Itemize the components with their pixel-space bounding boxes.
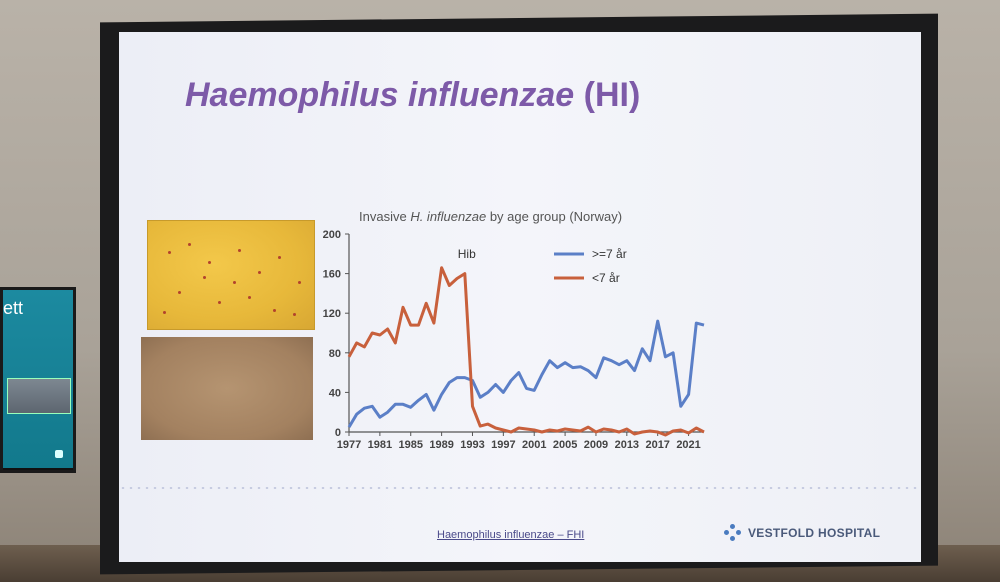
bacteria-speck (273, 309, 276, 312)
y-tick-label: 40 (329, 387, 341, 399)
bacteria-speck (298, 281, 301, 284)
legend-label-1: <7 år (592, 271, 620, 285)
bacteria-speck (188, 243, 191, 246)
y-tick-label: 80 (329, 348, 341, 360)
bacteria-speck (163, 311, 166, 314)
x-tick-label: 1981 (368, 439, 392, 451)
y-tick-label: 160 (323, 269, 341, 281)
chart-title-suffix: by age group (Norway) (486, 209, 623, 224)
brand-block: VESTFOLD HOSPITAL (724, 524, 880, 542)
x-tick-label: 2017 (645, 439, 669, 451)
bacteria-speck (208, 261, 211, 264)
series-line-0 (347, 319, 705, 428)
presentation-slide: Haemophilus influenzae (HI) Invasive H. … (119, 32, 921, 562)
chart-title-italic: H. influenzae (410, 209, 487, 224)
line-chart: 0 40 80 120 160 200 1977 1981 1985 1989 1993 1997 20… (323, 229, 705, 451)
bacteria-speck (248, 296, 251, 299)
chart-title-prefix: Invasive (359, 209, 411, 224)
side-monitor-title: ett (3, 298, 24, 318)
dotted-divider (119, 487, 921, 489)
colony-plate-photo (141, 337, 313, 440)
brand-name: VESTFOLD HOSPITAL (748, 526, 881, 540)
series-line-1 (347, 266, 705, 437)
slide-title-rest: (HI) (574, 76, 641, 114)
video-feed-thumbnail (7, 378, 71, 414)
x-tick-label: 1989 (429, 439, 453, 451)
y-tick-label: 120 (323, 308, 341, 320)
hib-annotation: Hib (458, 247, 476, 261)
hospital-logo-icon (724, 524, 742, 542)
y-tick-label: 0 (335, 427, 341, 439)
x-tick-label: 1993 (460, 439, 484, 451)
legend-label-0: >=7 år (592, 247, 627, 261)
y-tick-label: 200 (323, 229, 341, 241)
footer-source-link[interactable]: Haemophilus influenzae – FHI (437, 529, 585, 541)
bacteria-speck (218, 301, 221, 304)
side-monitor-screen: ett (3, 290, 73, 468)
x-tick-label: 2009 (584, 439, 608, 451)
slide-title-italic: Haemophilus influenzae (185, 76, 575, 114)
bacteria-speck (178, 291, 181, 294)
side-monitor: ett (0, 287, 76, 473)
x-tick-label: 1997 (491, 439, 515, 451)
bacteria-speck (203, 276, 206, 279)
x-tick-label: 1977 (337, 439, 361, 451)
bacteria-speck (168, 251, 171, 254)
bacteria-speck (233, 281, 236, 284)
bacteria-speck (258, 271, 261, 274)
x-tick-label: 2013 (615, 439, 639, 451)
bacteria-speck (278, 256, 281, 259)
bacteria-speck (293, 313, 296, 316)
x-tick-label: 1985 (398, 439, 422, 451)
person-icon (55, 450, 63, 458)
chart-title: Invasive H. influenzae by age group (Nor… (359, 209, 622, 224)
bacteria-speck (238, 249, 241, 252)
x-tick-label: 2005 (553, 439, 577, 451)
x-tick-label: 2021 (676, 439, 700, 451)
culture-plate-photo (147, 220, 315, 330)
x-tick-label: 2001 (522, 439, 546, 451)
slide-title: Haemophilus influenzae (HI) (185, 76, 640, 115)
